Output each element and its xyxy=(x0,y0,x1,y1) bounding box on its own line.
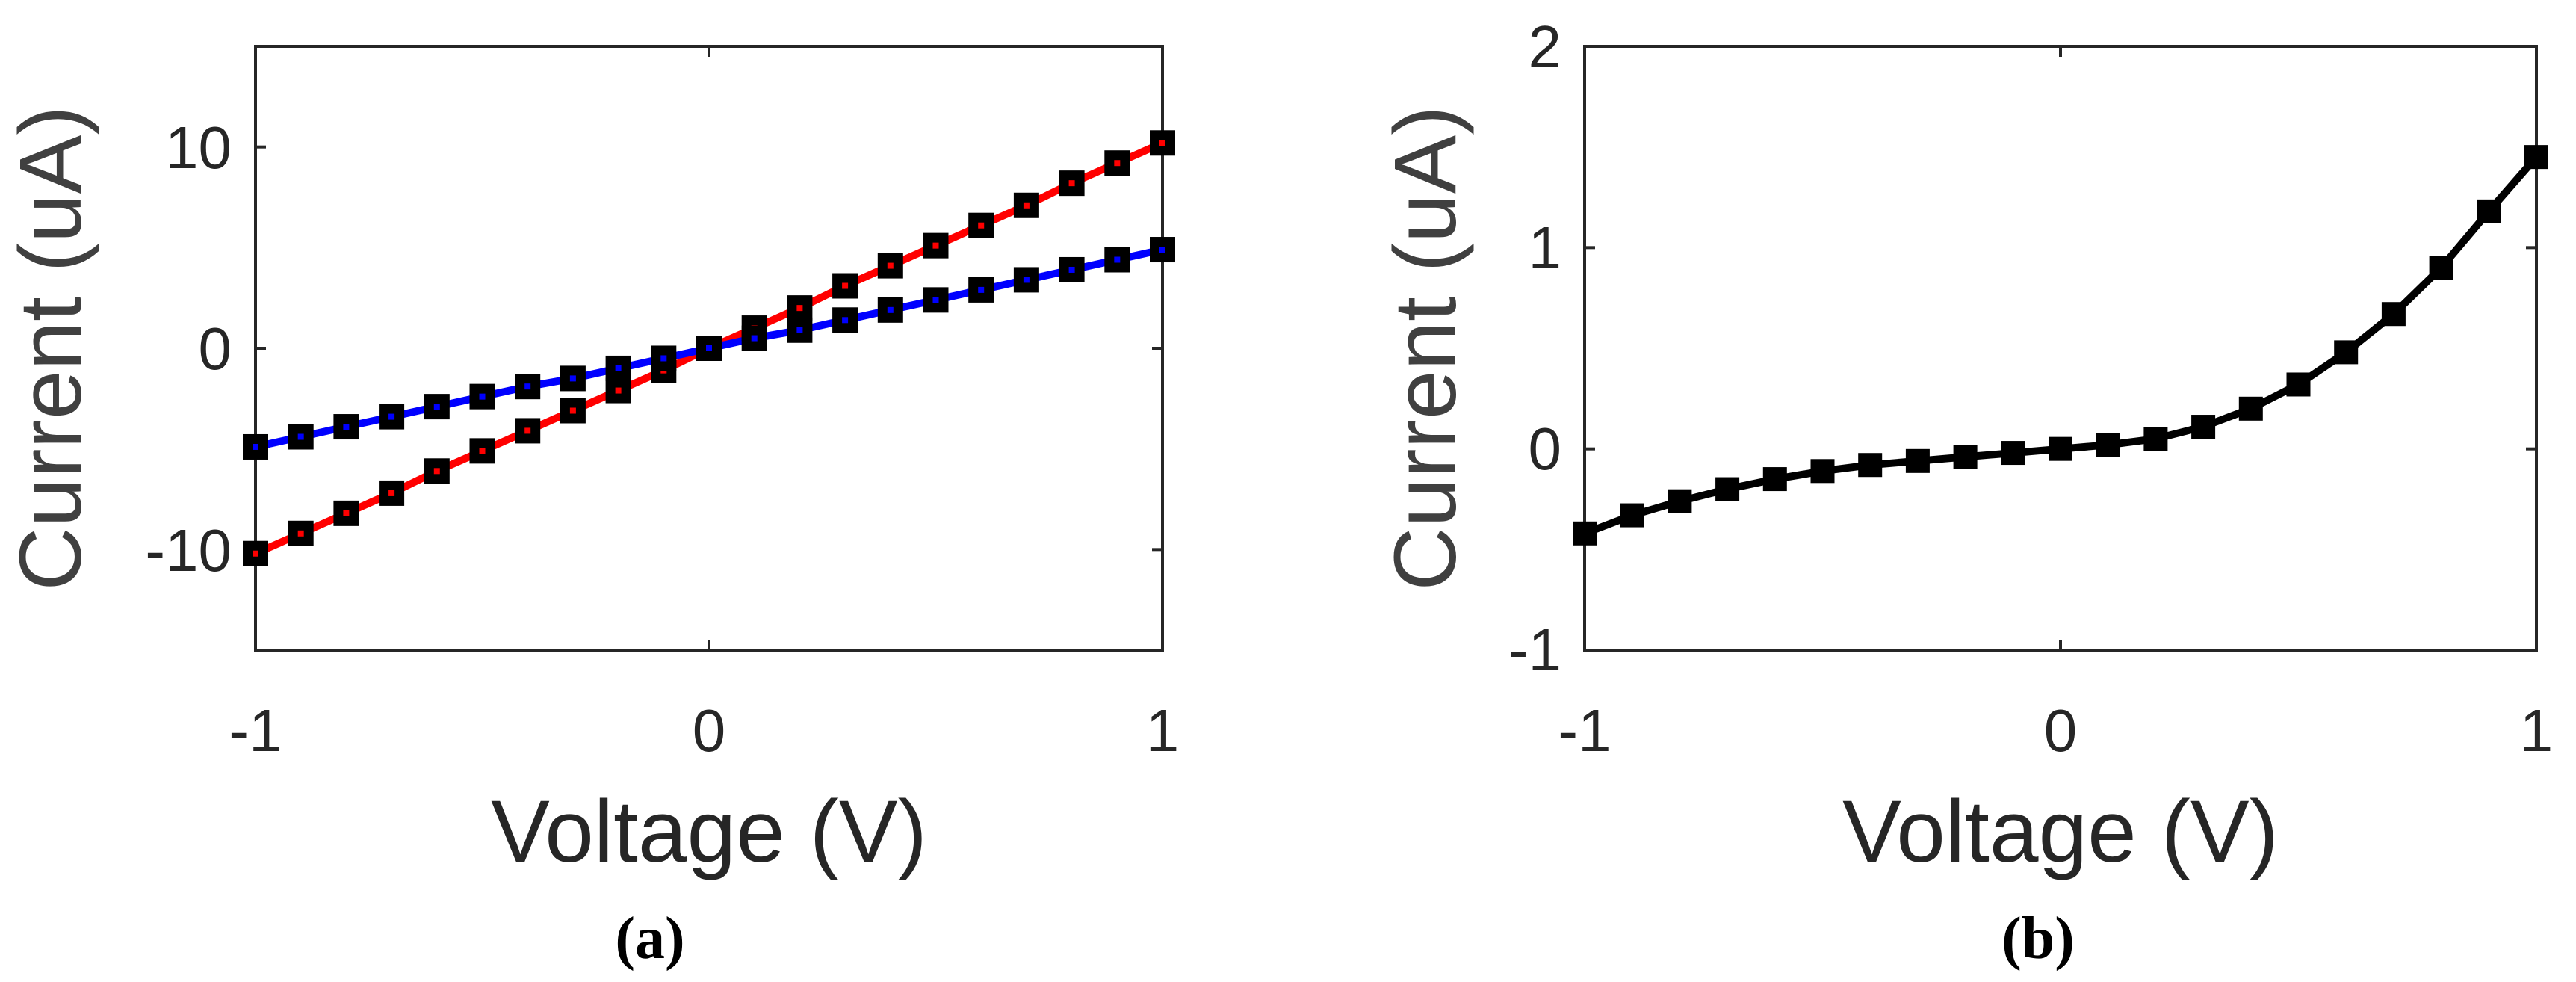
panel-b-ytick-label: -1 xyxy=(1508,617,1561,683)
data-point-center-blue xyxy=(343,424,350,430)
data-point-center-blue xyxy=(297,433,304,440)
data-point-black xyxy=(2191,415,2216,439)
panel-b-xtick-label: 0 xyxy=(2044,697,2078,764)
panel-b-ticks xyxy=(1583,45,2538,652)
data-point-center-red xyxy=(297,530,304,537)
data-point-center-blue xyxy=(796,327,803,333)
data-point-center-red xyxy=(343,510,350,516)
panel-a-xtick-label: -1 xyxy=(229,697,282,764)
panel-a-xlabel: Voltage (V) xyxy=(491,782,927,881)
data-point-center-blue xyxy=(751,335,758,342)
data-point-black xyxy=(2049,436,2072,461)
data-point-black xyxy=(1858,453,1883,478)
data-point-black xyxy=(2381,302,2406,327)
data-point-black xyxy=(2334,340,2359,365)
panel-b-axes-box xyxy=(1583,45,2538,652)
data-point-center-blue xyxy=(569,375,576,382)
data-point-center-red xyxy=(842,282,849,289)
panel-b-xtick-label: 1 xyxy=(2520,697,2554,764)
panel-b-chart: -1 0 1 -1 0 1 2 Voltage (V) Current (uA)… xyxy=(1376,13,2553,972)
data-point-center-blue xyxy=(1114,256,1121,263)
data-point-center-blue xyxy=(479,393,486,400)
data-point-black xyxy=(1620,503,1644,528)
panel-b-markers xyxy=(1573,145,2548,546)
data-point-black xyxy=(1905,448,1930,473)
data-point-center-blue xyxy=(524,383,531,390)
panel-b-ytick-label: 1 xyxy=(1529,214,1562,281)
panel-b-caption: (b) xyxy=(2001,906,2075,972)
panel-a-ylabel: Current (uA) xyxy=(1,105,100,590)
data-point-center-blue xyxy=(388,413,395,420)
data-point-center-blue xyxy=(1023,277,1030,283)
data-point-center-blue xyxy=(1068,266,1075,273)
data-point-black xyxy=(2477,199,2501,223)
data-point-center-red xyxy=(796,305,803,312)
data-point-center-red xyxy=(932,242,939,249)
data-point-black xyxy=(1573,521,1597,546)
data-point-center-red xyxy=(524,427,531,434)
data-point-center-blue xyxy=(978,286,985,293)
data-point-center-red xyxy=(615,387,622,394)
data-point-center-red xyxy=(1023,202,1030,209)
data-point-center-red xyxy=(1159,140,1165,146)
data-point-black xyxy=(2143,427,2168,451)
data-point-black xyxy=(2286,372,2311,397)
data-point-center-red xyxy=(253,550,258,557)
data-point-center-blue xyxy=(253,443,258,450)
data-point-black xyxy=(2096,433,2120,457)
data-point-black xyxy=(1668,489,1692,513)
data-point-center-blue xyxy=(433,404,440,410)
data-point-black xyxy=(2001,441,2025,466)
data-point-center-blue xyxy=(706,345,712,351)
series-line-black xyxy=(1583,154,2539,537)
panel-a-ytick-label: 10 xyxy=(165,114,232,181)
data-point-center-red xyxy=(569,407,576,414)
data-point-center-red xyxy=(479,448,486,454)
panel-b-ytick-label: 2 xyxy=(1529,13,1562,80)
data-point-center-red xyxy=(1068,180,1075,187)
panel-a-ytick-label: 0 xyxy=(199,315,232,382)
panel-a-chart: -1 0 1 -10 0 10 Voltage (V) Current (uA)… xyxy=(1,45,1180,972)
data-point-center-blue xyxy=(887,306,894,313)
panel-a-ytick-label: -10 xyxy=(145,517,232,584)
data-point-center-red xyxy=(433,468,440,475)
data-point-center-red xyxy=(978,222,985,229)
panel-b-xlabel: Voltage (V) xyxy=(1842,782,2279,881)
panel-a-xtick-label: 0 xyxy=(693,697,726,764)
data-point-center-red xyxy=(388,490,395,496)
data-point-black xyxy=(1762,467,1787,492)
panel-a-caption: (a) xyxy=(615,906,684,972)
data-point-black xyxy=(1715,477,1740,501)
data-point-center-blue xyxy=(615,365,622,371)
data-point-center-red xyxy=(1114,160,1121,167)
data-point-center-blue xyxy=(842,317,849,324)
data-point-center-blue xyxy=(932,297,939,303)
data-point-black xyxy=(2524,145,2548,170)
data-point-black xyxy=(2238,396,2263,421)
panel-b-ytick-label: 0 xyxy=(1529,416,1562,482)
data-point-black xyxy=(2429,256,2453,280)
panel-b-series-black xyxy=(1583,154,2539,537)
panel-a-xtick-label: 1 xyxy=(1146,697,1180,764)
data-point-black xyxy=(1953,445,1978,469)
data-point-center-blue xyxy=(660,355,667,362)
panel-a-markers xyxy=(243,130,1175,566)
panel-b-xtick-label: -1 xyxy=(1558,697,1611,764)
data-point-center-blue xyxy=(1159,247,1165,253)
data-point-black xyxy=(1810,459,1835,484)
panel-b-ylabel: Current (uA) xyxy=(1376,105,1475,590)
data-point-center-red xyxy=(887,262,894,269)
